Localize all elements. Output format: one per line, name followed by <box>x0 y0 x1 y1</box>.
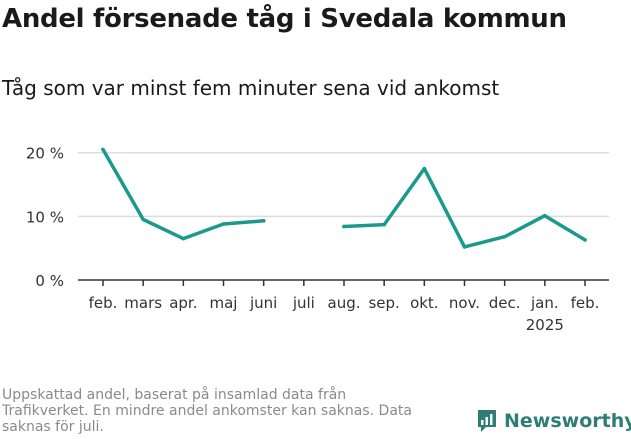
x-tick-label: juni <box>249 294 277 312</box>
x-tick-label: aug. <box>328 294 361 312</box>
data-point <box>543 213 547 218</box>
data-point <box>141 217 145 222</box>
brand: Newsworthy <box>476 408 631 434</box>
x-tick-label: nov. <box>449 294 480 312</box>
brand-name: Newsworthy <box>504 410 631 432</box>
y-tick-label: 20 % <box>26 145 64 163</box>
series-line <box>101 147 266 241</box>
x-tick-year-label: 2025 <box>526 316 564 334</box>
x-tick-label: sep. <box>368 294 399 312</box>
x-tick-label: jan. <box>530 294 559 312</box>
data-point <box>221 222 226 226</box>
data-point <box>342 224 346 229</box>
x-tick-label: dec. <box>489 294 521 312</box>
data-point <box>502 234 507 239</box>
x-tick-label: feb. <box>89 294 118 312</box>
y-tick-label: 0 % <box>35 272 64 290</box>
data-point <box>422 166 427 171</box>
y-tick-label: 10 % <box>26 208 64 226</box>
data-point <box>101 147 105 152</box>
data-point <box>382 222 386 227</box>
chart-title: Andel försenade tåg i Svedala kommun <box>2 4 567 34</box>
data-point <box>261 219 266 223</box>
x-tick-label: juli <box>292 294 315 312</box>
x-tick-label: feb. <box>571 294 600 312</box>
chart-subtitle: Tåg som var minst fem minuter sena vid a… <box>2 76 500 100</box>
footnote: Uppskattad andel, baserat på insamlad da… <box>2 387 412 435</box>
data-point <box>181 236 186 241</box>
x-tick-label: okt. <box>410 294 439 312</box>
series-line <box>342 166 587 249</box>
newsworthy-logo-icon <box>478 410 496 432</box>
x-tick-label: maj <box>210 294 238 312</box>
data-point <box>583 238 587 242</box>
data-point <box>462 245 467 249</box>
x-tick-label: apr. <box>169 294 197 312</box>
x-tick-label: mars <box>124 294 162 312</box>
